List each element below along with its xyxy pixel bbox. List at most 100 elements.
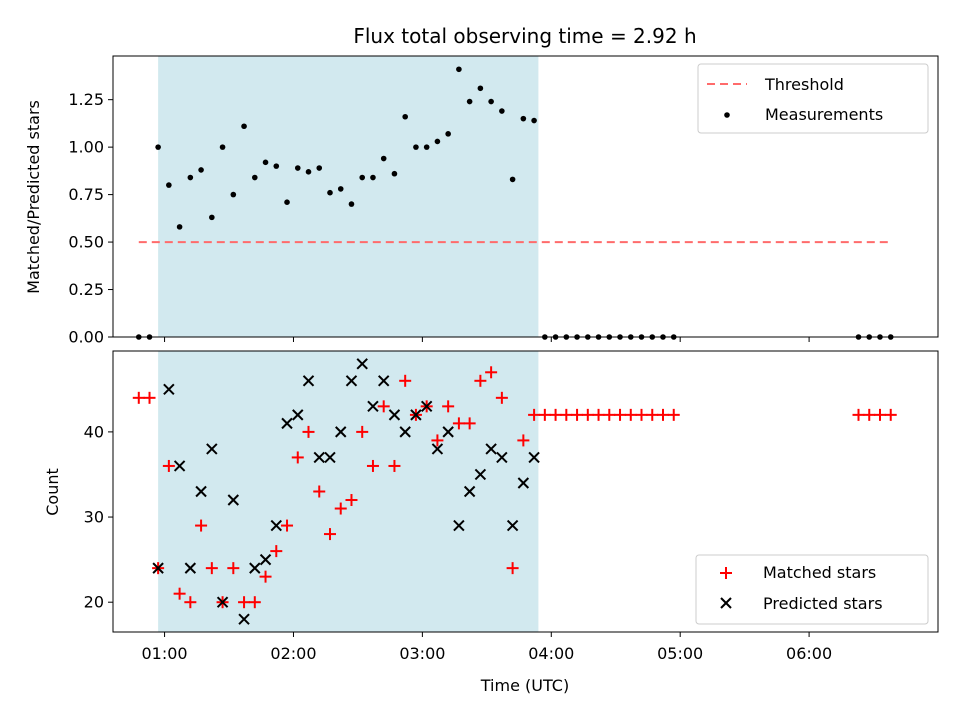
matched-star-point (334, 502, 347, 515)
matched-star-point (852, 408, 865, 421)
bottom-x-axis: 01:00 02:00 03:00 04:00 05:00 06:00 (142, 632, 832, 663)
predicted-star-point (206, 443, 218, 455)
bottom-plot-frame (112, 350, 939, 633)
bottom-y-axis-label: Count (43, 468, 62, 516)
predicted-star-point (227, 494, 240, 506)
legend-matched-label: Matched stars (763, 563, 876, 582)
x-tick-label: 05:00 (657, 644, 703, 663)
predicted-star-point (270, 519, 282, 532)
measurement-point (284, 199, 290, 205)
measurement-point (370, 174, 376, 181)
observing-window-span (158, 351, 539, 632)
measurement-point (520, 115, 527, 122)
matched-star-point (195, 519, 208, 532)
measurement-point (499, 108, 505, 114)
top-legend-box (697, 63, 929, 134)
measurement-point (305, 169, 312, 175)
predicted-star-point (216, 596, 229, 608)
matched-star-point (635, 408, 648, 421)
matched-star-point (863, 408, 876, 421)
matched-star-point (184, 596, 197, 609)
predicted-star-point (528, 451, 540, 464)
matched-star-point (227, 562, 240, 575)
y-tick-label: 1.25 (68, 90, 104, 109)
matched-star-point (238, 596, 251, 609)
measurement-point (359, 174, 366, 181)
y-tick-label: 0.75 (68, 185, 104, 204)
top-panel: Flux total observing time = 2.92 h 0.00 0… (24, 24, 939, 347)
y-tick-label: 20 (84, 593, 104, 612)
matched-star-point (205, 562, 218, 575)
matched-star-point (366, 459, 379, 472)
measurement-point (294, 165, 301, 171)
y-tick-label: 0.00 (68, 328, 104, 347)
legend-measurements-label: Measurements (765, 105, 883, 124)
matched-star-point (571, 408, 584, 421)
predicted-star-point (356, 358, 368, 370)
x-axis-label: Time (UTC) (480, 676, 569, 695)
predicted-star-point (324, 451, 336, 464)
measurement-point (316, 165, 323, 171)
y-tick-label: 40 (84, 422, 104, 441)
bottom-panel: 20 30 40 01:00 02:00 03:00 04:00 05:00 06:00 Co… (43, 350, 939, 695)
measurement-point (456, 66, 462, 73)
x-tick-label: 03:00 (399, 644, 445, 663)
measurement-point (477, 85, 484, 92)
measurement-point (466, 98, 473, 105)
matched-star-point (592, 408, 605, 421)
matched-star-point (667, 408, 680, 421)
predicted-star-point (313, 451, 325, 464)
matched-star-point (388, 459, 401, 472)
predicted-star-point (399, 426, 411, 438)
measurement-point (251, 174, 258, 181)
predicted-star-point (431, 443, 444, 455)
predicted-star-point (195, 485, 207, 498)
top-legend: Threshold Measurements (697, 63, 929, 134)
measurement-point (176, 224, 183, 230)
y-tick-label: 0.25 (68, 280, 104, 299)
matched-star-point (323, 528, 336, 541)
bottom-y-axis: 20 30 40 (84, 422, 113, 612)
matched-star-point (624, 408, 637, 421)
measurement-point (445, 131, 451, 137)
measurement-point (348, 201, 355, 207)
matched-star-point (549, 408, 562, 421)
predicted-star-point (506, 519, 519, 532)
matched-star-point (302, 425, 315, 438)
bottom-legend: Matched stars Predicted stars (695, 554, 929, 625)
measurement-point (509, 176, 516, 183)
measurement-point (262, 159, 269, 166)
chart-title: Flux total observing time = 2.92 h (353, 24, 696, 48)
matched-star-point (474, 374, 487, 387)
x-tick-label: 06:00 (786, 644, 832, 663)
matched-star-point (517, 434, 530, 447)
matched-star-point (560, 408, 573, 421)
predicted-star-point (517, 477, 530, 489)
matched-star-point (173, 587, 186, 600)
top-plot-frame (112, 55, 939, 338)
predicted-star-point (345, 375, 358, 387)
y-tick-label: 1.00 (68, 138, 104, 157)
y-tick-label: 30 (84, 508, 104, 527)
bottom-highlight-span (158, 351, 539, 632)
matched-star-point (873, 408, 886, 421)
predicted-star-point (485, 443, 497, 455)
legend-predicted-label: Predicted stars (763, 594, 883, 613)
matched-star-point (495, 391, 508, 404)
matched-star-point (528, 408, 541, 421)
measurement-point (488, 98, 494, 105)
matched-star-point (313, 485, 326, 498)
matched-star-point (452, 417, 465, 430)
measurement-point (413, 144, 419, 150)
measurement-point (187, 174, 194, 181)
matched-star-point (259, 570, 272, 583)
top-y-axis: 0.00 0.25 0.50 0.75 1.00 1.25 (68, 90, 113, 347)
x-tick-label: 02:00 (270, 644, 316, 663)
predicted-star-point (367, 400, 379, 413)
top-highlight-span (158, 56, 539, 337)
matched-star-point (581, 408, 594, 421)
top-x-axis-ticks (164, 337, 810, 342)
measurement-point (337, 186, 344, 192)
predicted-star-point (377, 375, 390, 387)
measurement-point (273, 163, 280, 169)
